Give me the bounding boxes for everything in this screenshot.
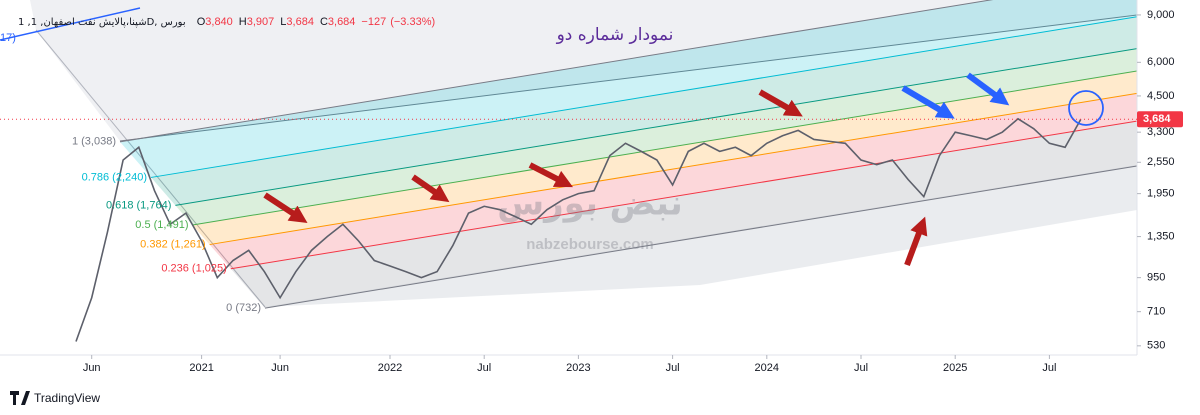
annotations xyxy=(263,72,1104,267)
watermark-logo: نبض بورس xyxy=(497,184,682,224)
x-tick-label: Jul xyxy=(1042,362,1056,374)
legend-change: −127 xyxy=(361,16,386,28)
legend-change-percent: (−3.33%) xyxy=(390,16,435,28)
brand-logo xyxy=(10,391,30,405)
x-tick-label: 2022 xyxy=(378,362,402,374)
y-tick-label: 2,550 xyxy=(1147,156,1175,168)
fib-line xyxy=(264,165,1137,309)
arrow xyxy=(411,174,450,203)
chart-title: نمودار شماره دو xyxy=(556,25,674,45)
x-tick-label: Jul xyxy=(666,362,680,374)
brand: TradingView xyxy=(34,391,100,405)
legend-value: 3,907 xyxy=(247,16,275,28)
legend-value: 3,684 xyxy=(286,16,314,28)
fib-band xyxy=(151,16,1137,206)
channel-edge xyxy=(35,29,266,308)
symbol: 1 ,شپنا،پالایش نفت اصفهان, 1D, بورس xyxy=(18,17,186,28)
y-tick-label: 950 xyxy=(1147,272,1165,284)
last-price-tag xyxy=(1137,111,1183,128)
fib-label: 0.236 (1,025) xyxy=(161,263,226,275)
legend-key: H xyxy=(239,16,247,28)
watermark-url: nabzebourse.com xyxy=(526,236,654,253)
y-tick-label: 1,950 xyxy=(1147,188,1175,200)
fib-band xyxy=(192,71,1137,245)
axes: 530 710 950 1,350 1,950 2,550 3,300 4,500 6,000 9… xyxy=(83,9,1175,374)
x-tick-label: Jun xyxy=(83,362,101,374)
arrow xyxy=(901,85,955,119)
legend-value: 3,840 xyxy=(205,16,233,28)
y-tick-label: 4,500 xyxy=(1147,90,1175,102)
arrow xyxy=(966,72,1010,106)
x-tick-label: 2021 xyxy=(189,362,213,374)
channel-shade xyxy=(30,0,1137,141)
legend-key: L xyxy=(280,16,286,28)
channel-shade xyxy=(265,165,1137,307)
y-tick-label: 1,350 xyxy=(1147,231,1175,243)
trend-line xyxy=(0,7,141,41)
fib-line xyxy=(175,48,1137,206)
fib-label: 1 (3,038) xyxy=(72,136,116,148)
fib-label: 0.786 (2,240) xyxy=(82,171,147,183)
series-layer xyxy=(75,117,1082,342)
fib-layer xyxy=(119,0,1137,309)
price-line xyxy=(75,117,1082,342)
y-tick-label: 9,000 xyxy=(1147,9,1175,21)
x-tick-label: 2023 xyxy=(566,362,590,374)
fib-line xyxy=(150,16,1137,178)
fib-band xyxy=(230,121,1137,309)
background-layer xyxy=(0,0,1137,308)
last-price-label: 3,684 xyxy=(1143,113,1171,125)
fib-label: 0.5 (1,491) xyxy=(135,219,188,231)
x-tick-label: 2025 xyxy=(943,362,967,374)
legend-key: O xyxy=(197,16,206,28)
x-tick-label: Jul xyxy=(477,362,491,374)
arrow xyxy=(758,89,803,117)
channel-edge xyxy=(119,14,1137,142)
legend-value: 3,684 xyxy=(328,16,356,28)
cut-label: 17) xyxy=(0,32,16,44)
fib-line xyxy=(192,70,1137,226)
fib-band xyxy=(209,93,1137,269)
x-tick-label: Jun xyxy=(271,362,289,374)
x-tick-label: Jul xyxy=(854,362,868,374)
footer: TradingView xyxy=(10,391,100,405)
fib-label: 0.382 (1,261) xyxy=(140,238,205,250)
y-tick-label: 710 xyxy=(1147,306,1165,318)
fib-label: 0 (732) xyxy=(226,302,261,314)
fib-label: 0.618 (1,764) xyxy=(106,199,171,211)
arrow xyxy=(263,192,308,223)
legend-key: C xyxy=(320,16,328,28)
y-tick-label: 530 xyxy=(1147,340,1165,352)
y-tick-label: 3,300 xyxy=(1147,126,1175,138)
legend: 1 ,شپنا،پالایش نفت اصفهان, 1D, بورس O3,8… xyxy=(18,16,435,28)
y-tick-label: 6,000 xyxy=(1147,56,1175,68)
fib-line xyxy=(209,92,1137,246)
fib-line xyxy=(119,0,994,143)
x-tick-label: 2024 xyxy=(755,362,779,374)
watermark: نبض بورس nabzebourse.com xyxy=(497,184,682,253)
arrow xyxy=(904,216,928,267)
fib-line xyxy=(230,120,1137,270)
fib-band xyxy=(120,0,1137,178)
arrow xyxy=(528,162,574,188)
highlight-circle xyxy=(1068,90,1104,126)
